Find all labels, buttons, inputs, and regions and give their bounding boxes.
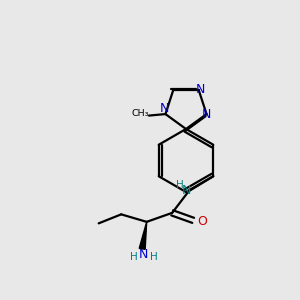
Text: N: N [202, 108, 211, 121]
Text: CH₃: CH₃ [132, 109, 149, 118]
Text: N: N [182, 184, 191, 197]
Text: H: H [150, 252, 158, 262]
Polygon shape [139, 222, 147, 249]
Text: H: H [130, 252, 138, 262]
Text: N: N [196, 83, 205, 96]
Text: N: N [139, 248, 148, 261]
Text: H: H [176, 180, 184, 190]
Text: N: N [160, 102, 170, 115]
Text: O: O [197, 215, 207, 228]
